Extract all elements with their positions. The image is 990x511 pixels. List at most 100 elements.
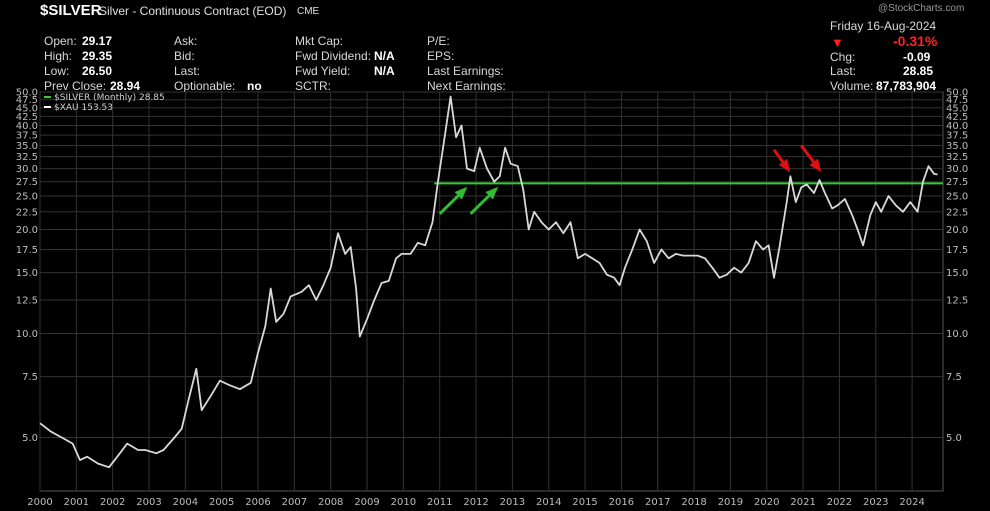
- x-tick-label: 2024: [899, 497, 924, 508]
- red-arrow-head: [809, 158, 822, 173]
- y-tick-label-left: 17.5: [16, 245, 38, 256]
- y-tick-label-right: 50.0: [946, 88, 968, 99]
- y-tick-label-right: 25.0: [946, 192, 968, 203]
- x-tick-label: 2009: [354, 497, 379, 508]
- y-tick-label-left: 42.5: [16, 112, 38, 123]
- high-value: 29.35: [82, 49, 113, 63]
- x-tick-label: 2013: [500, 497, 525, 508]
- fwd-yield-label: Fwd Yield:: [295, 64, 351, 78]
- y-tick-label-left: 12.5: [16, 296, 38, 307]
- volume-label: Volume:: [830, 79, 874, 93]
- y-tick-label-right: 45.0: [946, 103, 968, 114]
- last-label: Last:: [830, 64, 857, 78]
- x-tick-label: 2000: [27, 497, 52, 508]
- x-tick-label: 2011: [427, 497, 452, 508]
- symbol-title: $SILVER: [40, 2, 102, 19]
- last-label-col2: Last:: [174, 64, 201, 78]
- x-tick-label: 2021: [790, 497, 815, 508]
- x-tick-label: 2018: [681, 497, 706, 508]
- y-tick-label-left: 5.0: [22, 433, 38, 444]
- price-series-line: [39, 95, 938, 469]
- y-tick-label-right: 22.5: [946, 207, 968, 218]
- optionable-label: Optionable:: [174, 79, 236, 93]
- open-label: Open:: [44, 34, 77, 48]
- y-tick-label-left: 32.5: [16, 152, 38, 163]
- y-tick-label-right: 47.5: [946, 95, 968, 106]
- bid-label: Bid:: [174, 49, 195, 63]
- quote-date: Friday 16-Aug-2024: [830, 19, 937, 33]
- x-tick-label: 2022: [827, 497, 852, 508]
- chg-label: Chg:: [830, 50, 856, 64]
- x-tick-label: 2006: [245, 497, 270, 508]
- x-tick-label: 2017: [645, 497, 670, 508]
- low-label: Low:: [44, 64, 70, 78]
- change-percent: -0.31%: [893, 33, 938, 49]
- y-tick-label-right: 27.5: [946, 177, 968, 188]
- pe-label: P/E:: [427, 34, 450, 48]
- x-tick-label: 2003: [136, 497, 161, 508]
- eps-label: EPS:: [427, 49, 455, 63]
- y-tick-label-left: 20.0: [16, 225, 38, 236]
- y-tick-label-right: 17.5: [946, 245, 968, 256]
- x-tick-label: 2023: [863, 497, 888, 508]
- x-tick-label: 2016: [609, 497, 634, 508]
- y-tick-label-right: 10.0: [946, 329, 968, 340]
- x-tick-label: 2002: [100, 497, 125, 508]
- next-earnings-label: Next Earnings:: [427, 79, 506, 93]
- legend-label: $XAU 153.53: [54, 103, 113, 113]
- green-arrow-head: [454, 186, 468, 200]
- y-tick-label-left: 25.0: [16, 192, 38, 203]
- y-tick-label-left: 30.0: [16, 164, 38, 175]
- y-tick-label-left: 50.0: [16, 88, 38, 99]
- y-tick-label-left: 27.5: [16, 177, 38, 188]
- y-tick-label-left: 40.0: [16, 121, 38, 132]
- quote-header: $SILVER Silver - Continuous Contract (EO…: [0, 0, 990, 93]
- x-tick-label: 2008: [318, 497, 343, 508]
- y-tick-label-left: 22.5: [16, 207, 38, 218]
- watermark-text: @StockCharts.com: [878, 3, 965, 14]
- green-arrow-head: [485, 186, 499, 200]
- sctr-label: SCTR:: [295, 79, 331, 93]
- mkt-cap-label: Mkt Cap:: [295, 34, 344, 48]
- y-tick-label-right: 30.0: [946, 164, 968, 175]
- exchange-label: CME: [297, 6, 320, 17]
- chg-value: -0.09: [903, 50, 931, 64]
- x-tick-label: 2020: [754, 497, 779, 508]
- x-tick-label: 2015: [572, 497, 597, 508]
- y-tick-label-left: 10.0: [16, 329, 38, 340]
- ask-label: Ask:: [174, 34, 198, 48]
- red-arrow-head: [778, 158, 791, 173]
- fwd-yield-value: N/A: [374, 64, 395, 78]
- legend-label: $SILVER (Monthly) 28.85: [54, 93, 165, 103]
- x-tick-label: 2001: [64, 497, 89, 508]
- x-tick-label: 2019: [718, 497, 743, 508]
- x-tick-label: 2007: [282, 497, 307, 508]
- y-tick-label-right: 5.0: [946, 433, 962, 444]
- y-tick-label-right: 20.0: [946, 225, 968, 236]
- y-tick-label-right: 37.5: [946, 131, 968, 142]
- y-tick-label-left: 45.0: [16, 103, 38, 114]
- y-tick-label-right: 42.5: [946, 112, 968, 123]
- prev-close-label: Prev Close:: [44, 79, 107, 93]
- high-label: High:: [44, 49, 73, 63]
- y-tick-label-right: 32.5: [946, 152, 968, 163]
- last-earnings-label: Last Earnings:: [427, 64, 504, 78]
- volume-value: 87,783,904: [876, 79, 937, 93]
- x-tick-label: 2014: [536, 497, 561, 508]
- last-value: 28.85: [903, 64, 934, 78]
- y-tick-label-left: 37.5: [16, 131, 38, 142]
- y-tick-label-right: 12.5: [946, 296, 968, 307]
- optionable-value: no: [247, 79, 262, 93]
- y-tick-label-right: 35.0: [946, 141, 968, 152]
- fwd-dividend-value: N/A: [374, 49, 395, 63]
- low-value: 26.50: [82, 64, 113, 78]
- y-tick-label-left: 47.5: [16, 95, 38, 106]
- y-tick-label-right: 7.5: [946, 372, 962, 383]
- x-tick-label: 2012: [463, 497, 488, 508]
- open-value: 29.17: [82, 34, 113, 48]
- y-tick-label-right: 40.0: [946, 121, 968, 132]
- x-tick-label: 2010: [391, 497, 416, 508]
- prev-close-value: 28.94: [110, 79, 141, 93]
- x-tick-label: 2005: [209, 497, 234, 508]
